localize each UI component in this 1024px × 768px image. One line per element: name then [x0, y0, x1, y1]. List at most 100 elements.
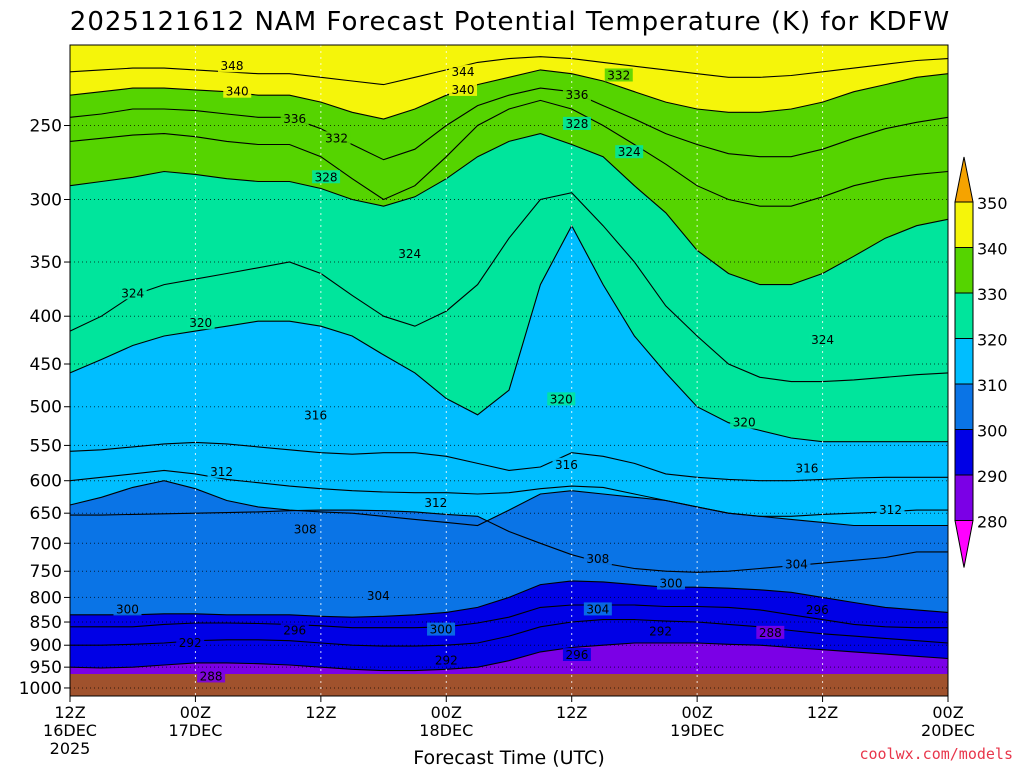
contour-label-9: 324 [618, 145, 641, 159]
contour-label-14: 324 [811, 333, 834, 347]
contour-label-11: 324 [398, 247, 421, 261]
contour-label-bg-36 [562, 648, 591, 662]
contour-label-17: 316 [304, 409, 327, 423]
chart-title: 2025121612 NAM Forecast Potential Temper… [70, 7, 950, 37]
contour-label-bg-7 [322, 131, 351, 145]
contour-line-320-4 [69, 224, 948, 443]
contour-label-35: 292 [179, 636, 202, 650]
y-tick-label-4: 450 [30, 355, 62, 375]
contour-label-bg-26 [657, 576, 686, 590]
colorbar-label-5: 300 [977, 422, 1008, 441]
contour-label-25: 304 [785, 558, 808, 572]
contour-line-292-13 [70, 619, 949, 647]
contour-line-300-11 [70, 580, 949, 618]
colorbar-segment-3 [954, 292, 974, 339]
x-tick-time-6: 12Z [807, 703, 838, 722]
contour-label-bg-30 [803, 602, 832, 616]
x-tick-time-7: 00Z [932, 703, 963, 722]
contour-label-24: 308 [586, 552, 609, 566]
contour-label-bg-29 [113, 602, 142, 616]
colorbar-segment-6 [954, 429, 974, 476]
colorbar-label-6: 290 [977, 467, 1008, 486]
colorbar-segment-1 [954, 201, 974, 248]
x-tick-year-0: 2025 [50, 739, 91, 758]
contour-label-bg-14 [808, 332, 837, 346]
plot-frame [69, 44, 949, 697]
contour-label-bg-24 [583, 552, 612, 566]
contour-label-2: 340 [226, 85, 249, 99]
y-tick-label-5: 500 [30, 398, 62, 418]
y-tick-label-6: 550 [30, 436, 62, 456]
contour-line-340-9 [69, 69, 949, 120]
contour-label-bg-32 [427, 622, 456, 636]
contour-label-bg-27 [364, 588, 393, 602]
contour-label-19: 316 [795, 461, 818, 475]
colorbar-segment-5 [954, 383, 974, 430]
y-tick-label-12: 850 [30, 613, 62, 633]
colorbar-top-arrow [954, 156, 974, 203]
contour-label-bg-34 [756, 625, 785, 639]
contour-label-bg-4 [562, 88, 591, 102]
y-tick-label-14: 950 [30, 658, 62, 678]
colorbar-label-1: 340 [977, 240, 1008, 259]
contour-label-bg-16 [730, 415, 759, 429]
contour-label-32: 300 [430, 623, 453, 637]
contour-label-bg-2 [223, 84, 252, 98]
y-tick-label-8: 650 [30, 504, 62, 524]
contour-label-bg-5 [604, 68, 633, 82]
contour-label-13: 320 [189, 316, 212, 330]
contour-label-18: 316 [555, 458, 578, 472]
colorbar-segment-7 [954, 474, 974, 521]
colorbar-segment-4 [954, 338, 974, 385]
contour-label-16: 320 [733, 416, 756, 430]
contour-line-328-6 [69, 133, 949, 286]
ground-strip [70, 674, 948, 696]
y-tick-label-13: 900 [30, 636, 62, 656]
contour-label-bg-21 [421, 496, 450, 510]
contour-label-26: 300 [660, 577, 683, 591]
contour-label-bg-17 [301, 408, 330, 422]
y-tick-label-15: 1000 [19, 679, 62, 699]
x-tick-date-7: 20DEC [921, 721, 975, 740]
contour-lines [69, 56, 949, 672]
contour-label-28: 304 [586, 602, 609, 616]
contour-label-bg-33 [646, 624, 675, 638]
colorbar: 350 340 330 320 310 300 290 280 [954, 156, 1008, 568]
contour-label-37: 292 [435, 654, 458, 668]
contour-label-bg-20 [207, 464, 236, 478]
contour-line-316-3 [69, 441, 948, 482]
y-tick-label-2: 350 [30, 253, 62, 273]
x-tick-time-4: 12Z [556, 703, 587, 722]
contour-line-288-14 [69, 642, 949, 672]
contour-label-bg-0 [218, 59, 247, 73]
contour-label-bg-31 [280, 623, 309, 637]
x-tick-date-5: 19DEC [670, 721, 724, 740]
x-tick-time-2: 12Z [305, 703, 336, 722]
contour-label-20: 312 [210, 465, 233, 479]
contour-label-bg-10 [312, 170, 341, 184]
contour-label-bg-1 [449, 64, 478, 78]
contour-label-5: 332 [607, 68, 630, 82]
colorbar-label-2: 330 [977, 285, 1008, 304]
contour-label-bg-19 [792, 461, 821, 475]
contour-label-4: 336 [565, 88, 588, 102]
contour-label-31: 296 [283, 624, 306, 638]
colorbar-segment-2 [954, 247, 974, 294]
contour-label-bg-13 [186, 316, 215, 330]
contour-label-bg-28 [583, 602, 612, 616]
contour-labels: 348 344 340 340 336 332 336 332 328 324 328 324 324 3… [113, 59, 905, 683]
contour-label-bg-9 [615, 145, 644, 159]
filled-contours [70, 45, 948, 697]
x-tick-time-5: 00Z [681, 703, 712, 722]
contour-line-296-12 [70, 604, 948, 629]
colorbar-label-4: 310 [977, 376, 1008, 395]
contour-label-30: 296 [806, 603, 829, 617]
contour-label-21: 312 [424, 496, 447, 510]
x-tick-time-1: 00Z [180, 703, 211, 722]
contour-label-38: 288 [200, 669, 223, 683]
x-tick-time-3: 00Z [431, 703, 462, 722]
contour-label-34: 288 [759, 626, 782, 640]
colorbar-label-0: 350 [977, 194, 1008, 213]
contour-label-7: 332 [325, 131, 348, 145]
y-tick-label-7: 600 [30, 472, 62, 492]
